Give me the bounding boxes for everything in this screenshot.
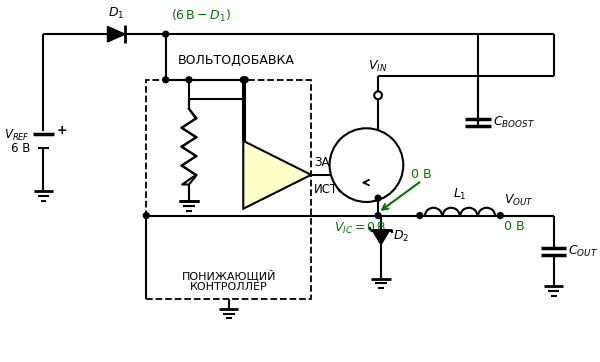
Text: ЗАТВОР: ЗАТВОР bbox=[314, 156, 361, 169]
Text: $L_1$: $L_1$ bbox=[453, 187, 467, 202]
Text: ПОНИЖАЮЩИЙ: ПОНИЖАЮЩИЙ bbox=[181, 270, 276, 282]
Circle shape bbox=[163, 77, 169, 83]
Text: $D_2$: $D_2$ bbox=[392, 230, 409, 244]
Circle shape bbox=[374, 92, 382, 99]
Text: 0 В: 0 В bbox=[412, 168, 432, 181]
Text: $C_{OUT}$: $C_{OUT}$ bbox=[568, 244, 598, 259]
Polygon shape bbox=[243, 141, 311, 209]
Text: $V_{IN}$: $V_{IN}$ bbox=[368, 59, 388, 74]
Text: ИСТОК: ИСТОК bbox=[314, 182, 356, 195]
Text: +: + bbox=[57, 124, 68, 137]
Bar bbox=[146, 80, 311, 299]
Text: $V_{REF}$: $V_{REF}$ bbox=[4, 127, 30, 143]
Polygon shape bbox=[372, 230, 390, 245]
Circle shape bbox=[375, 195, 381, 201]
Text: 6 B: 6 B bbox=[11, 142, 30, 155]
Text: $(6\,\mathrm{B} - D_1)$: $(6\,\mathrm{B} - D_1)$ bbox=[170, 8, 230, 25]
Text: ВОЛЬТОДОБАВКА: ВОЛЬТОДОБАВКА bbox=[178, 54, 294, 67]
Text: 0 В: 0 В bbox=[504, 220, 525, 233]
Circle shape bbox=[163, 31, 169, 37]
Circle shape bbox=[497, 212, 503, 218]
Circle shape bbox=[329, 128, 403, 202]
Circle shape bbox=[242, 77, 248, 83]
Circle shape bbox=[375, 212, 381, 218]
Circle shape bbox=[143, 212, 149, 218]
Text: КОНТРОЛЛЕР: КОНТРОЛЛЕР bbox=[190, 282, 268, 292]
Text: $V_{OUT}$: $V_{OUT}$ bbox=[504, 193, 534, 208]
Circle shape bbox=[186, 77, 192, 83]
Polygon shape bbox=[107, 26, 125, 42]
Text: $V_{IC} = 0\,\mathrm{B}$: $V_{IC} = 0\,\mathrm{B}$ bbox=[334, 222, 387, 236]
Text: $D_1$: $D_1$ bbox=[108, 5, 124, 21]
Circle shape bbox=[241, 77, 246, 83]
Circle shape bbox=[417, 212, 422, 218]
Text: $C_{BOOST}$: $C_{BOOST}$ bbox=[493, 115, 535, 130]
Text: $Q_1$: $Q_1$ bbox=[384, 153, 400, 168]
